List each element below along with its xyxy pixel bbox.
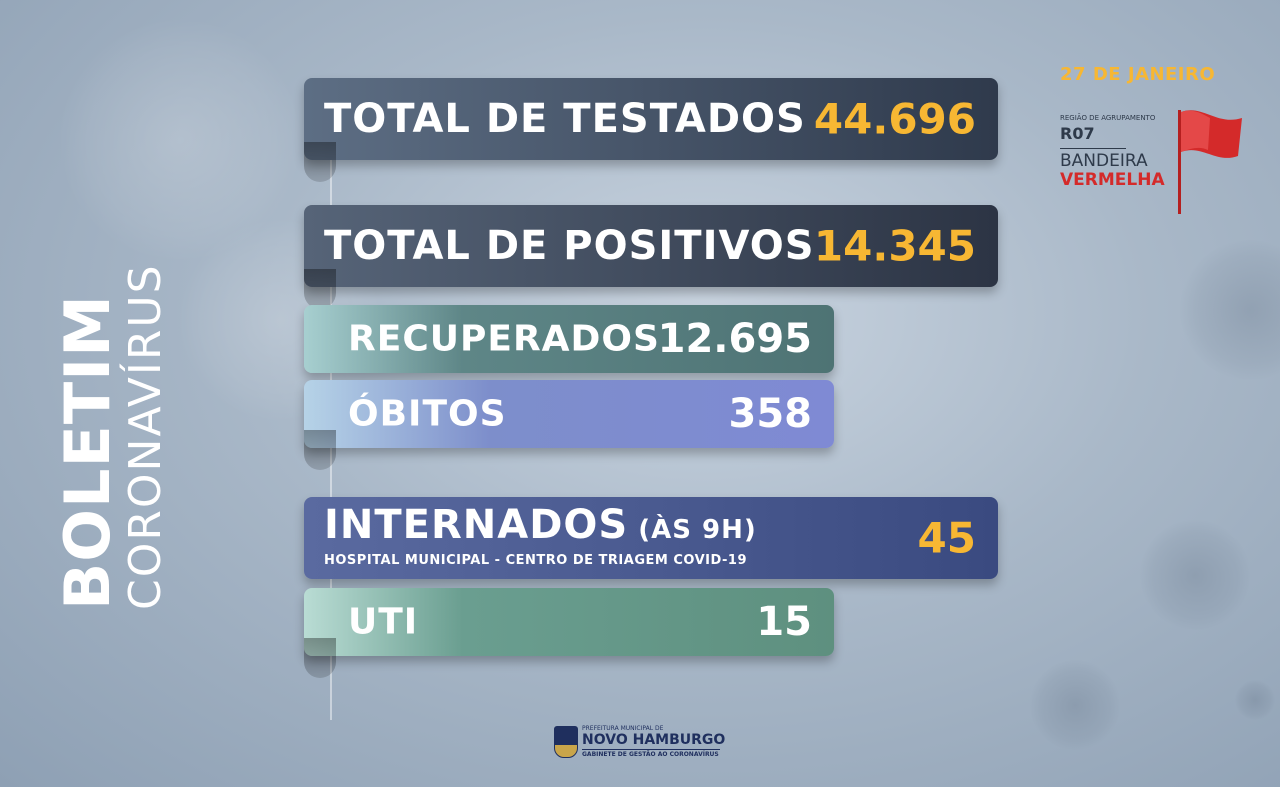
stat-label: INTERNADOS (ÀS 9H) (324, 502, 757, 548)
red-flag-icon (1178, 110, 1242, 214)
stat-label: TOTAL DE TESTADOS (324, 96, 806, 142)
ribbon-curl (304, 638, 336, 678)
title-line-boletim: BOLETIM (51, 294, 124, 610)
region-code: R07 (1060, 124, 1095, 143)
title-line-coronavirus: CORONAVÍRUS (120, 263, 171, 610)
city-crest-icon (554, 726, 578, 758)
flag-word: BANDEIRA (1060, 151, 1148, 171)
virus-decoration (1140, 520, 1250, 630)
stat-value: 15 (756, 599, 812, 645)
stat-value: 12.695 (657, 316, 812, 362)
stat-total-testados: TOTAL DE TESTADOS 44.696 (304, 78, 998, 182)
corner-info: 27 DE JANEIRO REGIÃO DE AGRUPAMENTO R07 … (1060, 64, 1260, 224)
stat-label: RECUPERADOS (348, 318, 660, 360)
footer-name: NOVO HAMBURGO (582, 732, 726, 748)
stat-uti: UTI 15 (304, 588, 834, 678)
divider (582, 749, 720, 750)
stat-obitos: ÓBITOS 358 (304, 380, 834, 470)
stat-label: UTI (348, 601, 419, 643)
stat-label-text: INTERNADOS (324, 502, 629, 548)
footer-tag: GABINETE DE GESTÃO AO CORONAVÍRUS (582, 751, 719, 758)
stat-label-suffix: (ÀS 9H) (638, 515, 757, 545)
stat-label: TOTAL DE POSITIVOS (324, 223, 815, 269)
flag-color-word: VERMELHA (1060, 170, 1165, 190)
virus-decoration (1235, 680, 1275, 720)
ribbon-curl (304, 430, 336, 470)
stat-value: 358 (728, 391, 813, 437)
stat-value: 14.345 (813, 221, 976, 271)
ribbon-curl (304, 142, 336, 182)
bulletin-date: 27 DE JANEIRO (1060, 64, 1216, 85)
footer-small: PREFEITURA MUNICIPAL DE (582, 725, 664, 732)
stat-internados: INTERNADOS (ÀS 9H) HOSPITAL MUNICIPAL - C… (304, 497, 998, 579)
stat-label: ÓBITOS (348, 393, 507, 435)
region-label: REGIÃO DE AGRUPAMENTO (1060, 114, 1156, 122)
virus-decoration (1180, 240, 1280, 380)
stat-sublabel: HOSPITAL MUNICIPAL - CENTRO DE TRIAGEM C… (324, 553, 748, 568)
stat-value: 44.696 (813, 94, 976, 144)
page-title: BOLETIM CORONAVÍRUS (51, 263, 171, 610)
stat-total-positivos: TOTAL DE POSITIVOS 14.345 (304, 205, 998, 309)
stat-recuperados: RECUPERADOS 12.695 (304, 305, 834, 373)
stat-value: 45 (917, 513, 976, 563)
virus-decoration (60, 20, 300, 260)
ribbon-curl (304, 269, 336, 309)
divider (1060, 148, 1126, 149)
virus-decoration (1030, 660, 1120, 750)
footer-logo: PREFEITURA MUNICIPAL DE NOVO HAMBURGO GA… (554, 722, 734, 762)
